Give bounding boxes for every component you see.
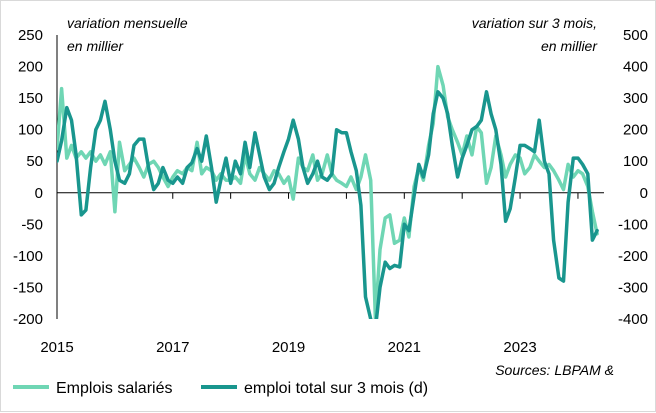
left-tick-label: -150	[13, 279, 43, 296]
right-tick-label: 500	[623, 27, 648, 44]
left-tick-label: 0	[35, 185, 43, 202]
left-tick-label: 100	[18, 122, 43, 139]
right-tick-label: -400	[618, 311, 648, 328]
right-tick-label: -100	[618, 216, 648, 233]
x-tick-label: 2019	[272, 339, 305, 356]
right-tick-label: 200	[623, 122, 648, 139]
x-tick-label: 2023	[503, 339, 536, 356]
right-axis-label-line2: en millier	[541, 38, 598, 54]
right-tick-label: 300	[623, 90, 648, 107]
right-tick-label: 100	[623, 153, 648, 170]
legend-label-emplois-salaries: Emplois salariés	[56, 380, 172, 397]
right-tick-label: -300	[618, 279, 648, 296]
left-axis-label-line1: variation mensuelle	[67, 15, 188, 31]
x-tick-label: 2017	[156, 339, 189, 356]
left-axis-label-line2: en millier	[67, 38, 124, 54]
right-axis-label-line1: variation sur 3 mois,	[472, 15, 597, 31]
legend-label-emploi-total: emploi total sur 3 mois (d)	[244, 380, 428, 397]
right-tick-label: -200	[618, 248, 648, 265]
left-tick-label: 50	[26, 153, 43, 170]
left-tick-label: 250	[18, 27, 43, 44]
x-tick-label: 2015	[40, 339, 73, 356]
left-tick-label: 200	[18, 59, 43, 76]
right-tick-label: 400	[623, 59, 648, 76]
x-tick-label: 2021	[388, 339, 421, 356]
legend: Emplois salariés emploi total sur 3 mois…	[13, 380, 428, 397]
series-line-emploi-total	[57, 90, 599, 319]
source-note: Sources: LBPAM &	[495, 362, 614, 378]
left-tick-label: -50	[21, 216, 43, 233]
left-tick-label: -200	[13, 311, 43, 328]
series-line-emplois-salaries	[57, 64, 599, 319]
right-tick-label: 0	[640, 185, 648, 202]
tick-layer: 250200150100500-50-100-150-2005004003002…	[13, 27, 648, 356]
left-tick-label: -100	[13, 248, 43, 265]
series-layer	[57, 64, 599, 319]
left-tick-label: 150	[18, 90, 43, 107]
